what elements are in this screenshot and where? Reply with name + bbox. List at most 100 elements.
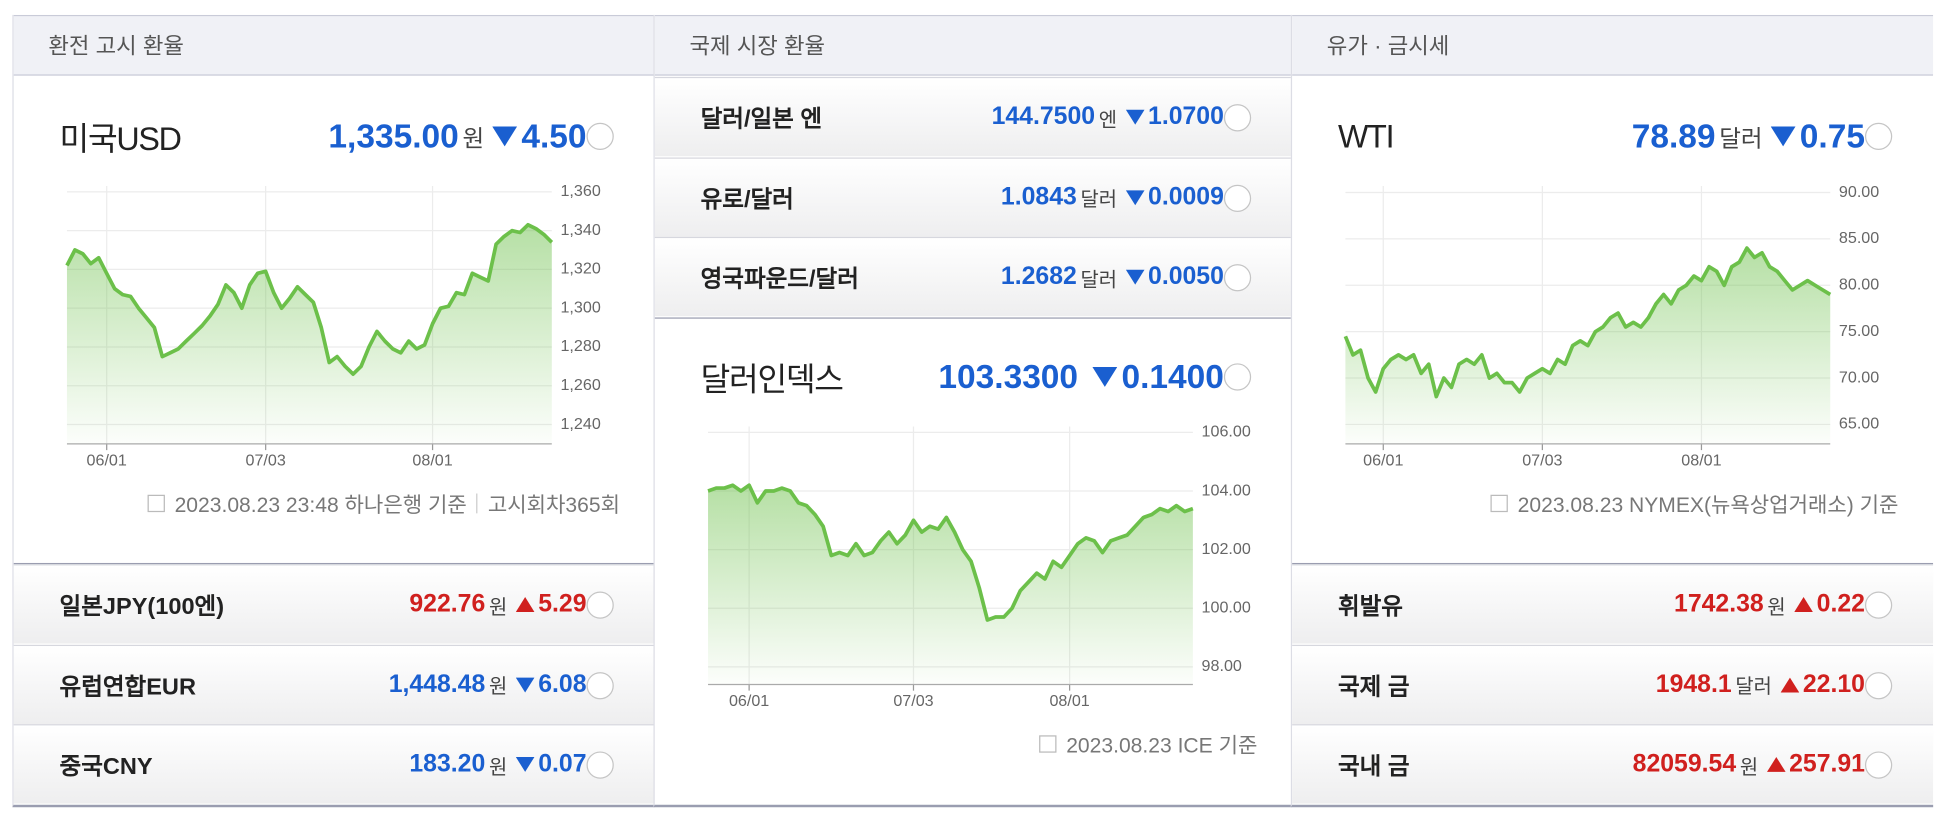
list-item[interactable]: 영국파운드/달러 1.2682 달러 0.0050 (654, 236, 1293, 317)
change: 0.0050 (1148, 262, 1224, 291)
unit: 원 (488, 677, 508, 699)
y-tick-label: 104.00 (1202, 481, 1251, 499)
value: 1.2682 (1000, 262, 1077, 291)
value-group: 183.20 원 0.07 (409, 750, 613, 780)
change: 22.10 (1802, 670, 1865, 698)
list-item[interactable]: 달러/일본 엔 144.7500 엔 1.0700 (654, 76, 1293, 157)
footnote: 2023.08.23 NYMEX(뉴욕상업거래소) 기준 (1490, 487, 1898, 518)
value-group: 103.3300 0.1400 (938, 358, 1251, 396)
y-tick-label: 90.00 (1839, 183, 1879, 201)
separator (654, 317, 1293, 319)
unit: 달러 (1719, 125, 1763, 152)
list-item[interactable]: 중국CNY 183.20 원 0.07 (13, 724, 655, 804)
value: 144.7500 (991, 102, 1096, 131)
expand-button[interactable] (1223, 263, 1253, 293)
column: 환전 고시 환율 미국USD 1,335.00 원 4.50 1,240 1,260 1,28… (12, 14, 655, 808)
expand-button[interactable] (1864, 590, 1894, 620)
y-tick-label: 1,300 (560, 298, 600, 316)
value-group: 1948.1 달러 22.10 (1656, 670, 1892, 700)
expand-button[interactable] (1223, 183, 1253, 213)
expand-button[interactable] (585, 590, 615, 620)
expand-button[interactable] (1864, 122, 1894, 152)
value: 78.89 (1631, 117, 1716, 155)
button-circle (1864, 671, 1893, 699)
value-group: 78.89 달러 0.75 (1632, 117, 1893, 155)
button-circle (586, 671, 614, 699)
footnote: 2023.08.23 ICE 기준 (1038, 728, 1257, 759)
arrow-shape (1125, 269, 1145, 285)
value: 1948.1 (1655, 670, 1732, 698)
value: 922.76 (409, 590, 486, 618)
list-item[interactable]: 일본JPY(100엔) 922.76 원 5.29 (13, 564, 655, 644)
value: 103.3300 (938, 357, 1079, 395)
x-tick-label: 08/01 (1049, 692, 1089, 710)
x-tick-label: 08/01 (412, 452, 452, 470)
expand-button[interactable] (1223, 103, 1253, 133)
button-circle (1223, 363, 1252, 391)
change-arrow (1092, 367, 1118, 387)
x-tick-label: 07/03 (1522, 452, 1562, 470)
value: 82059.54 (1632, 750, 1737, 778)
change-arrow (1125, 269, 1145, 285)
expand-button[interactable] (1864, 670, 1894, 700)
change: 0.22 (1816, 590, 1865, 618)
column-header: 환전 고시 환율 (13, 14, 655, 76)
unit: 달러 (1735, 677, 1772, 699)
expand-button[interactable] (585, 122, 615, 152)
item-name: 유럽연합EUR (59, 673, 196, 700)
item-name: 영국파운드/달러 (700, 266, 859, 293)
chart: 98.00 100.00 102.00 104.00 106.00 06/01 07/03 0… (707, 423, 1251, 710)
x-tick-label: 07/03 (246, 452, 286, 470)
list-item[interactable]: 유로/달러 1.0843 달러 0.0009 (654, 156, 1293, 237)
x-tick-label: 06/01 (1363, 452, 1403, 470)
y-tick-label: 98.00 (1202, 657, 1242, 675)
expand-button[interactable] (1864, 750, 1894, 780)
expand-button[interactable] (1223, 362, 1253, 392)
list-item[interactable]: 휘발유 1742.38 원 0.22 (1292, 564, 1934, 644)
main-row: WTI 78.89 달러 0.75 (1292, 112, 1933, 162)
button-circle (1223, 104, 1252, 132)
x-tick-label: 06/01 (729, 692, 769, 710)
change: 6.08 (538, 670, 587, 698)
change: 0.0009 (1148, 182, 1224, 211)
unit: 달러 (1080, 189, 1118, 211)
unit: 원 (1739, 757, 1759, 779)
main-row: 달러인덱스 103.3300 0.1400 (655, 352, 1292, 402)
value: 1742.38 (1674, 590, 1764, 618)
change: 257.91 (1789, 750, 1865, 778)
item-name: 달러/일본 엔 (700, 106, 823, 133)
unit: 원 (488, 597, 508, 619)
item-name: 국내 금 (1337, 753, 1410, 780)
button-circle (586, 591, 614, 619)
value-group: 1.2682 달러 0.0050 (1001, 262, 1251, 292)
arrow-shape (515, 757, 535, 772)
y-tick-label: 70.00 (1839, 368, 1879, 386)
change: 4.50 (521, 117, 587, 155)
line (1343, 246, 1832, 399)
expand-button[interactable] (585, 750, 615, 780)
list-item[interactable]: 유럽연합EUR 1,448.48 원 6.08 (13, 644, 655, 724)
list-item[interactable]: 국내 금 82059.54 원 257.91 (1292, 724, 1934, 804)
change-arrow (515, 757, 535, 772)
doc-icon (147, 494, 165, 512)
list-item[interactable]: 국제 금 1948.1 달러 22.10 (1292, 644, 1934, 724)
expand-button[interactable] (585, 670, 615, 700)
change: 0.75 (1799, 117, 1865, 155)
change-arrow (1780, 677, 1800, 692)
footnote-text: 고시회차365회 (487, 493, 620, 518)
chart: 65.00 70.00 75.00 80.00 85.00 90.00 06/01 07/03… (1343, 183, 1879, 470)
y-tick-label: 102.00 (1202, 540, 1251, 558)
value-group: 922.76 원 5.29 (409, 590, 613, 620)
change-arrow (1766, 757, 1786, 772)
y-tick-label: 85.00 (1839, 229, 1879, 247)
value-group: 1,335.00 원 4.50 (328, 117, 613, 155)
y-tick-label: 1,340 (560, 221, 600, 239)
footnote-text: 2023.08.23 NYMEX(뉴욕상업거래소) 기준 (1517, 493, 1899, 518)
value-group: 1742.38 원 0.22 (1674, 590, 1892, 620)
value-group: 1,448.48 원 6.08 (389, 670, 614, 700)
y-tick-label: 106.00 (1202, 423, 1251, 441)
item-name: 국제 금 (1337, 673, 1410, 700)
footnote-text: 2023.08.23 23:48 하나은행 기준 (174, 493, 467, 518)
change: 1.0700 (1148, 102, 1224, 131)
